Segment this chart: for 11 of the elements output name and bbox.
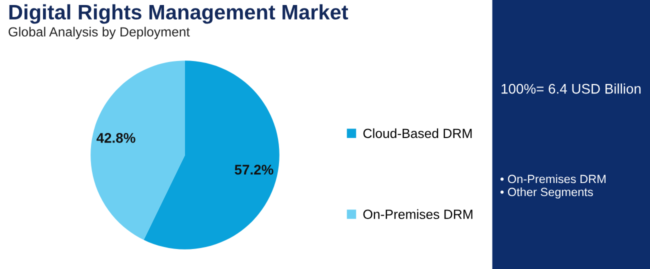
text: • On-Premises DRM [500,174,606,184]
legend-label: Cloud-Based DRM [363,128,472,138]
pie-slice [90,60,185,240]
data-label: 57.2% [234,164,274,175]
chart-title: Digital Rights Management Market [9,4,348,24]
legend-label: On-Premises DRM [363,209,472,219]
data-label: 42.8% [96,133,136,143]
chart-subtitle: Global Analysis by Deployment [8,26,190,40]
pie-slice [144,60,280,250]
text: 100%= 6.4 USD Billion [502,84,641,94]
text: • Other Segments [500,187,593,199]
